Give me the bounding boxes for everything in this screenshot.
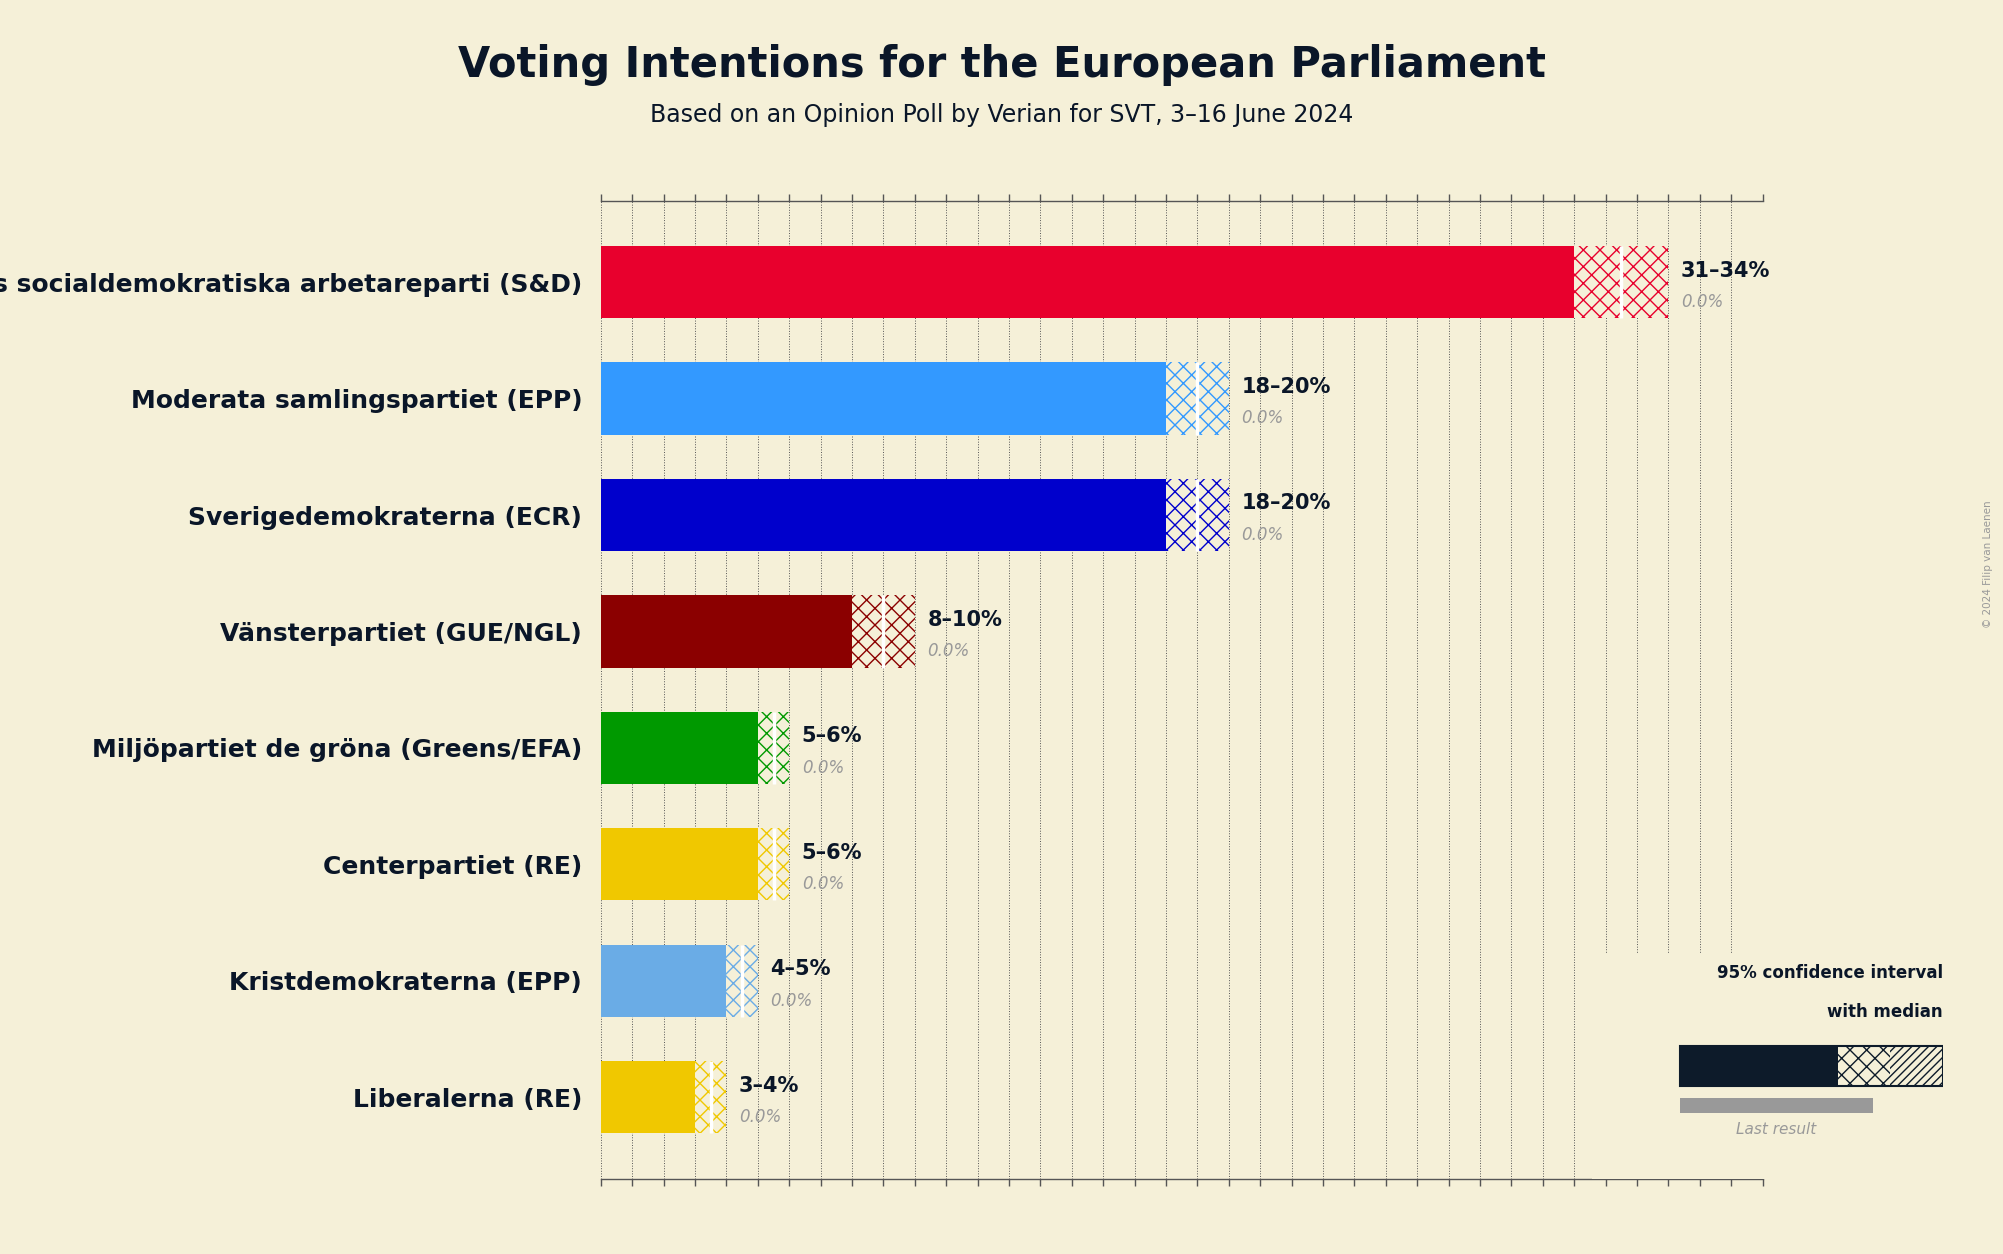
Bar [1681, 1046, 1839, 1086]
Bar [601, 596, 915, 667]
Text: 0.0%: 0.0% [1242, 525, 1284, 544]
Text: 0.0%: 0.0% [1242, 409, 1284, 428]
Bar [1166, 479, 1230, 551]
Bar [1839, 1046, 1891, 1086]
Text: 5–6%: 5–6% [801, 843, 863, 863]
Bar [1166, 362, 1230, 435]
Bar [757, 712, 789, 784]
Text: 0.0%: 0.0% [801, 759, 843, 776]
Text: Based on an Opinion Poll by Verian for SVT, 3–16 June 2024: Based on an Opinion Poll by Verian for S… [649, 103, 1354, 127]
Bar [757, 828, 789, 900]
Text: Last result: Last result [1737, 1122, 1817, 1137]
Bar [601, 712, 789, 784]
Text: 0.0%: 0.0% [739, 1109, 781, 1126]
Bar [757, 828, 789, 900]
Bar [601, 362, 1166, 435]
Text: 3–4%: 3–4% [739, 1076, 799, 1096]
Text: 0.0%: 0.0% [1681, 293, 1723, 311]
Text: with median: with median [1827, 1003, 1943, 1021]
Text: 0.0%: 0.0% [927, 642, 969, 661]
Bar [1166, 362, 1230, 435]
Text: Voting Intentions for the European Parliament: Voting Intentions for the European Parli… [457, 44, 1546, 85]
Bar [695, 1061, 727, 1134]
Text: 95% confidence interval: 95% confidence interval [1717, 964, 1943, 982]
Text: 0.0%: 0.0% [801, 875, 843, 893]
Bar [601, 246, 1574, 319]
Bar [1166, 479, 1230, 551]
Text: 18–20%: 18–20% [1242, 377, 1330, 398]
Bar [757, 712, 789, 784]
Text: 18–20%: 18–20% [1242, 493, 1330, 513]
Bar [851, 596, 915, 667]
Text: 5–6%: 5–6% [801, 726, 863, 746]
Bar [601, 828, 789, 900]
Text: 31–34%: 31–34% [1681, 261, 1771, 281]
Bar [601, 1061, 695, 1134]
Bar [601, 246, 1668, 319]
Text: 8–10%: 8–10% [927, 609, 1002, 630]
Bar [727, 944, 757, 1017]
Bar [601, 1061, 727, 1134]
Bar [601, 479, 1166, 552]
Bar [601, 362, 1230, 435]
Text: © 2024 Filip van Laenen: © 2024 Filip van Laenen [1983, 500, 1993, 628]
Bar [1681, 1046, 1943, 1086]
Bar [601, 944, 757, 1017]
Bar [601, 479, 1230, 551]
Bar [601, 596, 851, 667]
Bar [695, 1061, 727, 1134]
Bar [1574, 246, 1668, 319]
Bar [601, 944, 727, 1017]
Text: 4–5%: 4–5% [771, 959, 831, 979]
Bar [1681, 1097, 1873, 1114]
Bar [601, 828, 757, 900]
Bar [1574, 246, 1668, 319]
Bar [601, 712, 757, 784]
Bar [1891, 1046, 1943, 1086]
Bar [727, 944, 757, 1017]
Text: 0.0%: 0.0% [771, 992, 813, 1009]
Bar [851, 596, 915, 667]
